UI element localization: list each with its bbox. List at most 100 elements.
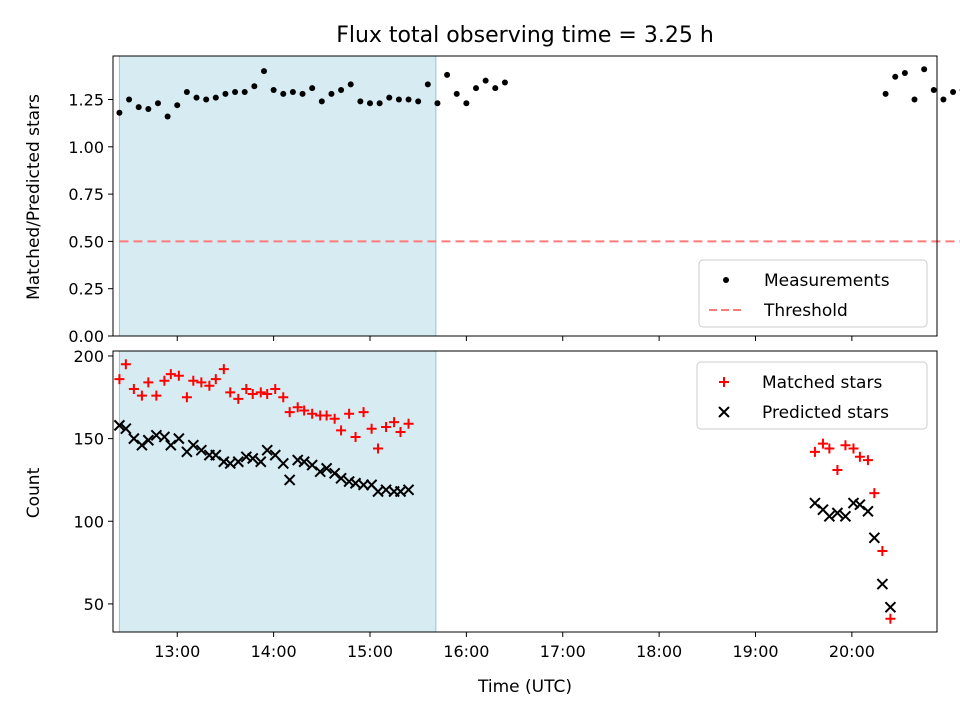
- predicted-point-13: [210, 449, 222, 461]
- top-axes-frame: [112, 55, 938, 337]
- measurement-point-35: [453, 90, 460, 97]
- bottom-xtick-label-4: 17:00: [540, 642, 586, 661]
- measurement-point-39: [492, 85, 499, 92]
- predicted-point-40: [809, 497, 821, 509]
- matched-point-44: [840, 440, 851, 451]
- measurement-point-42: [892, 73, 899, 80]
- top-ytick-label-2: 0.50: [68, 232, 104, 251]
- matched-point-11: [196, 377, 207, 388]
- bottom-xtick-label-3: 16:00: [443, 642, 489, 661]
- top-title: Flux total observing time = 3.25 h: [336, 23, 714, 48]
- measurement-point-7: [183, 88, 190, 95]
- measurement-point-28: [386, 94, 393, 101]
- predicted-point-43: [831, 507, 844, 519]
- measurement-point-5: [164, 113, 171, 120]
- measurement-point-36: [463, 100, 470, 107]
- top-ytick-label-1: 0.25: [68, 280, 104, 299]
- matched-point-18: [247, 388, 258, 399]
- predicted-point-29: [328, 467, 341, 480]
- matched-point-12: [204, 380, 215, 391]
- top-legend-label-0: Measurements: [764, 271, 890, 291]
- predicted-point-25: [298, 456, 310, 468]
- bottom-xtick-label-2: 15:00: [347, 642, 393, 661]
- matched-point-30: [336, 425, 347, 436]
- measurement-point-48: [950, 88, 957, 95]
- top-ytick-label-0: 0.00: [68, 327, 104, 346]
- matched-point-48: [869, 488, 880, 499]
- bottom-xlabel: Time (UTC): [477, 677, 572, 697]
- matched-point-33: [358, 407, 369, 418]
- matched-point-36: [381, 422, 392, 433]
- measurement-point-1: [126, 96, 133, 103]
- measurement-point-3: [145, 105, 152, 112]
- bottom-xtick-label-6: 19:00: [732, 642, 778, 661]
- measurement-point-23: [338, 87, 345, 94]
- matched-point-24: [292, 402, 303, 413]
- matched-point-22: [278, 392, 289, 403]
- top-ytick-label-4: 1.00: [68, 138, 104, 157]
- measurement-point-19: [299, 90, 306, 97]
- measurement-point-21: [318, 98, 325, 105]
- bottom-xtick-label-5: 18:00: [636, 642, 682, 661]
- matched-point-21: [270, 384, 281, 395]
- top-legend: Measurements Threshold: [698, 259, 928, 328]
- measurement-point-2: [135, 104, 142, 111]
- matched-point-15: [225, 387, 236, 398]
- predicted-point-6: [158, 431, 171, 443]
- predicted-point-27: [314, 465, 326, 478]
- measurement-point-24: [347, 81, 354, 88]
- matched-point-35: [373, 443, 384, 454]
- matched-point-32: [350, 431, 361, 442]
- measurement-point-26: [366, 100, 373, 107]
- bottom-xtick-label-1: 14:00: [251, 642, 297, 661]
- measurement-point-13: [241, 88, 248, 95]
- predicted-point-42: [823, 510, 836, 523]
- predicted-point-8: [173, 432, 185, 445]
- matched-point-4: [143, 377, 154, 388]
- bottom-legend: Matched stars Predicted stars: [696, 361, 928, 430]
- measurement-point-29: [395, 96, 402, 103]
- predicted-point-50: [884, 601, 897, 613]
- predicted-point-16: [232, 456, 244, 468]
- matched-point-2: [128, 384, 139, 395]
- predicted-point-19: [255, 456, 267, 468]
- bottom-panel: 50 100 150 200 13:00 14:00 15:00 16:00 17:00 18:0…: [24, 347, 938, 697]
- measurement-point-25: [357, 98, 364, 105]
- measurement-point-15: [260, 68, 267, 75]
- matched-point-45: [848, 443, 859, 454]
- matched-point-49: [877, 546, 888, 557]
- measurement-point-40: [501, 79, 508, 86]
- matched-point-5: [151, 390, 162, 401]
- bottom-axis-ticks: 50 100 150 200 13:00 14:00 15:00 16:00 17:00 18:0…: [73, 347, 874, 661]
- measurement-point-4: [154, 100, 161, 107]
- bottom-legend-swatch-1: [718, 406, 730, 418]
- measurement-point-8: [193, 94, 200, 101]
- bottom-xtick-label-0: 13:00: [154, 642, 200, 661]
- measurement-point-34: [444, 71, 451, 78]
- predicted-point-20: [261, 444, 273, 456]
- matched-point-16: [233, 393, 244, 404]
- matched-point-47: [862, 455, 873, 466]
- measurement-point-32: [424, 81, 431, 88]
- matched-point-1: [120, 359, 131, 370]
- measurement-point-46: [930, 87, 937, 94]
- bottom-legend-box: [696, 361, 928, 430]
- matched-point-23: [284, 407, 295, 418]
- predicted-point-23: [283, 474, 296, 486]
- measurement-point-11: [222, 90, 229, 97]
- matched-point-41: [817, 438, 828, 449]
- predicted-point-3: [136, 439, 148, 451]
- matched-point-34: [366, 423, 377, 434]
- top-legend-box: [698, 259, 928, 328]
- measurement-point-16: [270, 87, 277, 94]
- measurement-point-0: [116, 109, 123, 116]
- measurement-point-33: [434, 100, 441, 107]
- matched-point-42: [824, 443, 835, 454]
- bottom-ytick-label-2: 150: [73, 430, 104, 449]
- measurement-point-12: [232, 88, 239, 95]
- bottom-axes-frame: [112, 350, 938, 633]
- predicted-point-44: [839, 510, 852, 523]
- top-series-marks: [116, 66, 960, 243]
- matched-point-46: [854, 451, 865, 462]
- measurement-point-44: [911, 96, 918, 103]
